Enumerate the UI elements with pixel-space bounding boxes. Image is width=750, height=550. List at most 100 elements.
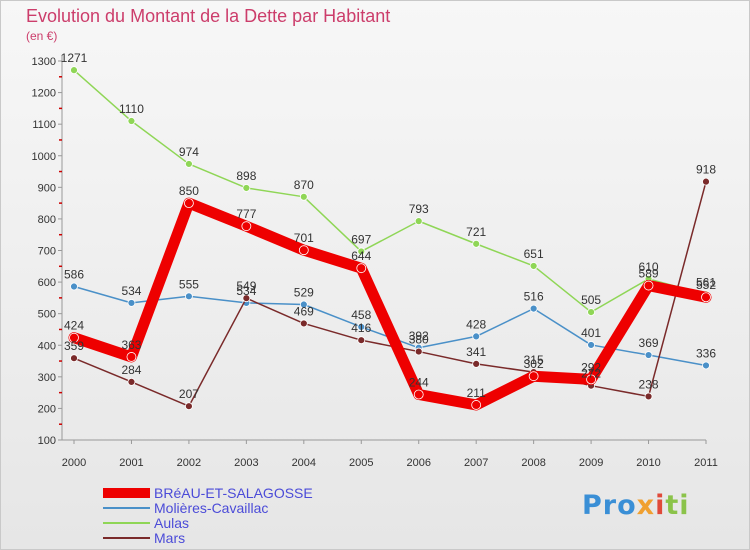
data-point (241, 221, 252, 232)
data-label: 870 (294, 178, 314, 192)
data-label: 850 (179, 184, 199, 198)
data-point (414, 347, 423, 356)
data-label: 238 (639, 377, 659, 391)
y-tick-label: 900 (38, 182, 56, 194)
data-label: 401 (581, 326, 601, 340)
legend-label: Aulas (154, 515, 189, 531)
data-label: 793 (409, 202, 429, 216)
data-label: 341 (466, 345, 486, 359)
x-tick-label: 2008 (521, 457, 545, 469)
data-label: 1110 (119, 102, 144, 116)
x-tick-label: 2001 (119, 457, 143, 469)
data-point (298, 245, 309, 256)
y-tick-label: 800 (38, 214, 56, 226)
data-label: 701 (294, 231, 314, 245)
data-point (643, 280, 654, 291)
chart-unit: (en €) (26, 29, 58, 43)
x-tick-label: 2002 (177, 457, 201, 469)
y-tick-label: 300 (38, 372, 56, 384)
data-point (414, 217, 423, 226)
data-label: 534 (121, 284, 141, 298)
x-tick-label: 2004 (292, 457, 316, 469)
data-label: 651 (524, 247, 544, 261)
data-point (644, 351, 653, 359)
proxiti-logo: Proxiti (582, 490, 690, 521)
series-layer (68, 66, 712, 411)
data-point (472, 359, 481, 368)
y-tick-label: 500 (38, 309, 56, 321)
data-label: 359 (64, 339, 84, 353)
data-point (127, 377, 136, 386)
data-point (644, 392, 653, 401)
data-label: 534 (236, 284, 256, 298)
x-tick-label: 2009 (579, 457, 603, 469)
legend-label: BRéAU-ET-SALAGOSSE (154, 485, 313, 501)
data-point (126, 352, 137, 362)
data-label: 244 (409, 376, 429, 390)
y-tick-label: 700 (38, 246, 56, 258)
x-tick-label: 2000 (62, 457, 86, 469)
data-point (472, 332, 481, 341)
data-label: 302 (524, 357, 544, 371)
data-label: 516 (524, 290, 544, 304)
data-point (299, 319, 308, 328)
y-tick-label: 100 (38, 435, 56, 447)
data-point (587, 308, 595, 316)
legend-label: Mars (154, 530, 185, 546)
x-tick-label: 2006 (406, 457, 430, 469)
data-point (356, 263, 367, 274)
data-label: 211 (467, 386, 486, 400)
data-label: 589 (639, 267, 659, 281)
y-tick-label: 1200 (32, 88, 56, 100)
series-line-2 (73, 69, 707, 313)
y-tick-label: 1300 (32, 56, 56, 68)
data-label: 1271 (61, 51, 88, 65)
data-point (702, 361, 710, 370)
data-point (357, 247, 366, 256)
data-point (242, 294, 251, 303)
x-tick-label: 2011 (694, 457, 718, 469)
axes: 100 200 300 400 500 600 700 800 900 1000 1100 1200 1… (32, 55, 718, 469)
data-label: 336 (696, 346, 716, 360)
data-point (127, 117, 136, 125)
data-label: 644 (351, 249, 371, 263)
data-label: 458 (351, 308, 371, 322)
legend: BRéAU-ET-SALAGOSSEMolières-CavaillacAula… (103, 485, 313, 546)
data-label: 380 (409, 333, 429, 347)
data-labels: 586 534 555 534 529 458 392 428 516 401 369 336 1271… (61, 51, 717, 401)
data-label: 505 (581, 293, 601, 307)
data-label: 428 (466, 317, 486, 331)
data-label: 586 (64, 268, 84, 282)
data-point (702, 177, 710, 186)
data-point (242, 184, 251, 192)
data-label: 721 (466, 225, 486, 239)
data-label: 416 (351, 321, 371, 335)
data-label: 555 (179, 277, 199, 291)
y-tick-label: 400 (38, 340, 56, 352)
y-tick-label: 1000 (32, 151, 56, 163)
data-point (185, 402, 193, 411)
data-point (299, 300, 308, 309)
data-point (472, 239, 481, 248)
y-tick-label: 200 (38, 403, 56, 415)
data-label: 292 (581, 360, 601, 374)
data-point (127, 299, 136, 307)
data-label: 284 (121, 363, 141, 377)
data-point (587, 341, 595, 349)
data-label: 697 (351, 232, 371, 246)
data-label: 392 (409, 329, 429, 343)
data-point (185, 160, 193, 168)
data-point (357, 323, 366, 331)
y-tick-label: 600 (38, 277, 56, 289)
data-label: 207 (179, 387, 199, 401)
data-label: 369 (639, 336, 659, 350)
data-label: 529 (294, 286, 314, 300)
data-point (357, 336, 366, 345)
data-point (184, 198, 194, 209)
series-line-0 (68, 197, 712, 411)
data-point (528, 371, 539, 382)
data-point (701, 292, 711, 303)
data-point (471, 400, 482, 410)
data-point (529, 304, 538, 313)
